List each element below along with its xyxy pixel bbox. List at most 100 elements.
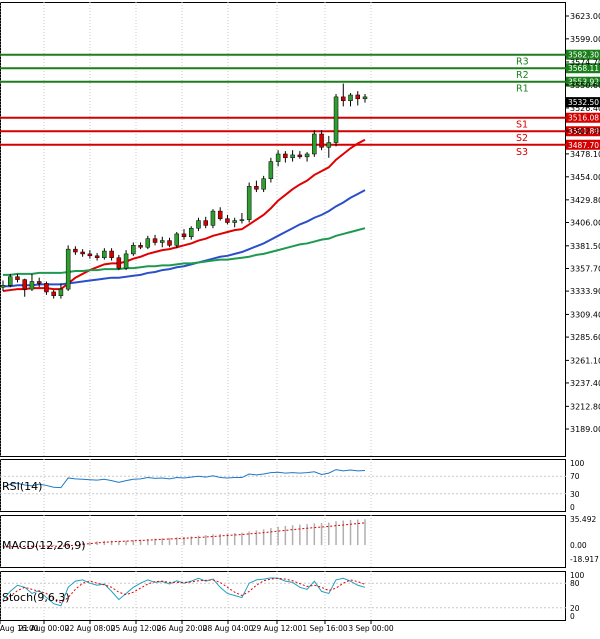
price-panel-frame xyxy=(0,2,566,457)
ma-fast-line xyxy=(2,138,366,293)
candle-body xyxy=(123,253,129,269)
candle-body xyxy=(22,279,27,290)
candle-body xyxy=(217,210,223,219)
candle-body xyxy=(239,219,245,221)
time-tick-label: 3 Sep 00:00 xyxy=(348,624,394,633)
level-price-tag-s3 xyxy=(566,139,600,150)
price-tick-label: 3454.00 xyxy=(570,173,600,182)
price-tick-label: 3237.40 xyxy=(570,379,600,388)
time-tick-label: 18 Aug 16:00 xyxy=(0,624,39,633)
price-tick-label: 3526.40 xyxy=(570,104,600,113)
candle-body xyxy=(109,250,114,258)
candle-body xyxy=(362,96,368,100)
time-tick-label: 1 Sep 16:00 xyxy=(302,624,348,633)
candle-body xyxy=(348,94,353,101)
rsi-tick-label: 30 xyxy=(570,490,580,499)
stoch-tick-label: 80 xyxy=(570,579,580,588)
price-tick-label: 3574.70 xyxy=(570,58,600,67)
price-tick-label: 3261.10 xyxy=(570,356,600,365)
macd-panel-frame xyxy=(0,515,566,568)
level-price-tag-r2 xyxy=(566,63,600,74)
macd-tick-label: 0.00 xyxy=(570,541,587,550)
ma-slow-line xyxy=(3,227,366,276)
candle-body xyxy=(44,283,49,293)
stoch-d-line xyxy=(2,577,366,604)
candle-body xyxy=(15,276,20,280)
candle-body xyxy=(203,220,208,226)
price-tick-label: 3309.40 xyxy=(570,310,600,319)
candle-body xyxy=(131,245,136,255)
candle-body xyxy=(65,248,71,290)
level-price-tag-s2 xyxy=(566,126,600,137)
macd-signal-line xyxy=(2,522,366,548)
rsi-label: RSI(14) xyxy=(2,480,42,493)
stoch-tick-label: 0 xyxy=(570,612,575,621)
time-tick-label: 29 Aug 12:00 xyxy=(252,624,303,633)
candle-body xyxy=(145,238,151,248)
candle-body xyxy=(58,288,64,297)
time-tick-label: 25 Aug 12:00 xyxy=(111,624,162,633)
level-price-label-r2: 3568.11 xyxy=(568,64,599,73)
candle-body xyxy=(268,161,274,179)
level-name-r3: R3 xyxy=(516,57,529,68)
price-tick-label: 3623.00 xyxy=(570,12,600,21)
chart-frame xyxy=(0,2,566,621)
stoch-tick-label: 100 xyxy=(570,571,585,580)
rsi-tick-label: 100 xyxy=(570,459,585,468)
candlesticks xyxy=(0,83,368,299)
rsi-panel: 100 70 30 0 RSI(14) xyxy=(0,459,585,512)
rsi-tick-label: 0 xyxy=(570,503,575,512)
time-tick-label: 22 Aug 08:00 xyxy=(65,624,116,633)
candle-body xyxy=(290,154,295,159)
macd-tick-label: 35.492 xyxy=(570,515,596,524)
level-price-tag-r1 xyxy=(566,76,600,87)
candle-body xyxy=(138,245,143,248)
candle-body xyxy=(210,210,216,226)
candle-body xyxy=(275,153,281,162)
candle-body xyxy=(297,154,303,158)
candle-body xyxy=(94,255,100,258)
level-name-s3: S3 xyxy=(516,147,528,158)
level-name-s2: S2 xyxy=(516,133,528,144)
candle-body xyxy=(355,94,361,100)
current-price-tag xyxy=(566,97,600,108)
time-tick-label: 21 Aug 00:00 xyxy=(19,624,70,633)
candle-body xyxy=(116,257,122,269)
candle-body xyxy=(341,96,346,101)
candle-body xyxy=(254,186,259,190)
candle-body xyxy=(87,253,93,257)
candle-body xyxy=(167,240,172,246)
level-price-label-r1: 3553.92 xyxy=(568,78,599,87)
level-price-tag-r3 xyxy=(566,49,600,60)
level-name-r2: R2 xyxy=(516,70,529,81)
candle-body xyxy=(188,227,194,238)
level-price-label-s3: 3487.70 xyxy=(568,141,599,150)
candle-body xyxy=(7,276,13,286)
candle-body xyxy=(304,153,310,158)
stoch-label: Stoch(9,6,3) xyxy=(2,591,70,604)
candle-body xyxy=(29,281,35,290)
price-tick-label: 3502.30 xyxy=(570,127,600,136)
price-tick-label: 3212.80 xyxy=(570,402,600,411)
candle-body xyxy=(326,142,332,148)
level-price-tag-s1 xyxy=(566,112,600,123)
macd-label: MACD(12,26,9) xyxy=(2,539,86,552)
price-tick-label: 3357.70 xyxy=(570,264,600,273)
candle-body xyxy=(51,291,56,297)
macd-panel: 35.492 0.00 -18.917 MACD(12,26,9) xyxy=(2,515,599,564)
price-tick-label: 3189.00 xyxy=(570,425,600,434)
level-price-label-s1: 3516.08 xyxy=(568,114,599,123)
current-price-label: 3532.50 xyxy=(568,98,599,107)
pivot-levels: R3 3582.30 R2 3568.11 R1 3553.92 S1 3516.08 S2 35… xyxy=(0,49,600,158)
candle-body xyxy=(283,153,288,159)
macd-tick-label: -18.917 xyxy=(570,555,599,564)
candle-body xyxy=(181,233,187,238)
candle-body xyxy=(319,133,324,148)
time-tick-label: 28 Aug 04:00 xyxy=(203,624,254,633)
candle-body xyxy=(333,96,339,143)
level-name-s1: S1 xyxy=(516,120,528,131)
price-tick-label: 3599.00 xyxy=(570,35,600,44)
